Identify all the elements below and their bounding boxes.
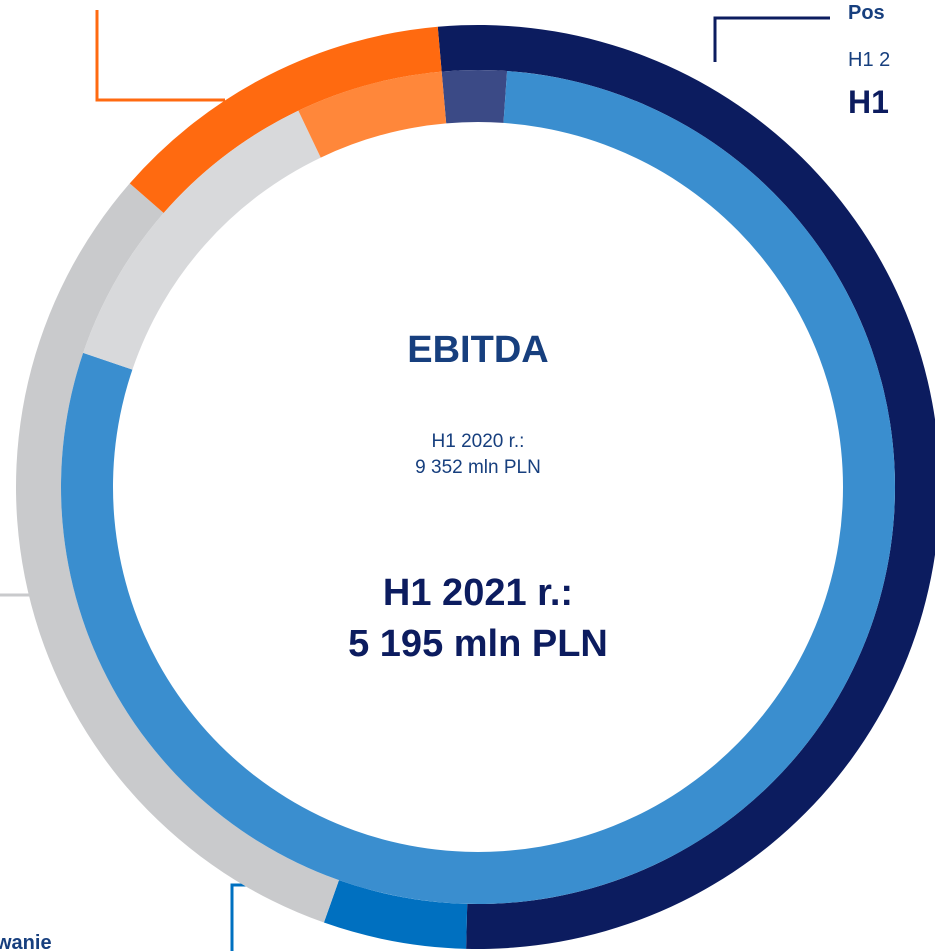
rings — [15, 25, 935, 949]
donut-segment — [298, 71, 447, 158]
annotation: H1 2 — [848, 49, 890, 71]
center-text: H1 2021 r.: — [383, 572, 573, 614]
chart-title: EBITDA — [407, 329, 548, 371]
donut-segment — [129, 26, 442, 213]
center-text: H1 2020 r.: — [432, 431, 525, 452]
leader-line — [713, 16, 830, 62]
donut-segment — [323, 880, 468, 949]
annotation: H1 — [848, 84, 889, 120]
donut-segment — [441, 69, 508, 124]
donut-segment — [15, 183, 339, 923]
center-text: 5 195 mln PLN — [348, 623, 608, 665]
center-text: 9 352 mln PLN — [415, 457, 541, 478]
donut-segment — [83, 110, 321, 370]
leader-line — [95, 10, 225, 102]
annotation: Pos — [848, 2, 885, 24]
annotation: wanie — [0, 932, 52, 951]
